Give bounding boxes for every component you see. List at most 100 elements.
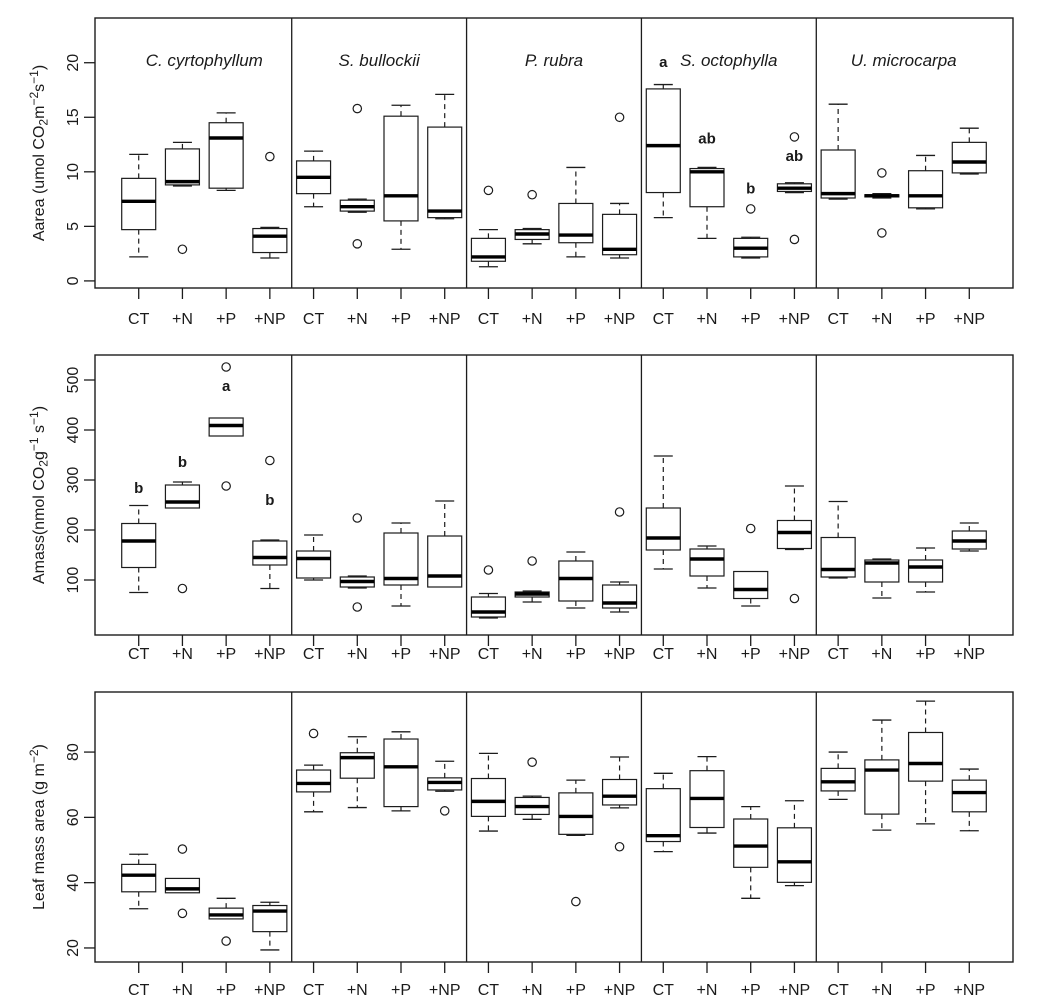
iqr-box bbox=[645, 507, 681, 551]
iqr-box bbox=[951, 779, 987, 813]
boxplot-amass-P-rubra-CT bbox=[470, 565, 507, 619]
panel-aarea-boxplot: 0 5 10 15 20 Aarea (umol CO2m−2s−1) C. cyrtoph… bbox=[27, 17, 1014, 328]
y-tick-label: 40 bbox=[65, 874, 82, 892]
x-tick-label: CT bbox=[128, 311, 150, 328]
x-tick-label: +N bbox=[522, 646, 543, 663]
boxplot-amass-C-cyrtophyllum-+N: b bbox=[164, 454, 201, 594]
y-tick-label: 0 bbox=[65, 276, 82, 285]
iqr-box bbox=[252, 227, 288, 254]
outlier-point bbox=[483, 565, 494, 575]
outlier-point bbox=[789, 234, 800, 245]
iqr-box bbox=[689, 167, 725, 208]
iqr-box bbox=[383, 115, 419, 222]
outlier-point bbox=[789, 132, 800, 142]
outlier-point bbox=[177, 583, 188, 594]
iqr-box bbox=[558, 202, 594, 244]
boxplot-aarea-U-microcarpa-CT bbox=[820, 103, 856, 200]
boxplot-amass-U-microcarpa-+N bbox=[864, 558, 900, 599]
significance-letter: a bbox=[222, 378, 231, 395]
x-tick-label: +P bbox=[566, 982, 586, 999]
y-tick-label: 10 bbox=[65, 163, 82, 181]
boxplot-aarea-P-rubra-+P bbox=[558, 166, 594, 258]
x-tick-label: +P bbox=[741, 646, 761, 663]
x-tick-label: +P bbox=[566, 311, 586, 328]
panel-leaf-mass-area-boxplot: 20 40 60 80 Leaf mass area (g m−2) CT +N +P +NP C… bbox=[27, 691, 1014, 999]
outlier-point bbox=[177, 844, 188, 854]
x-tick-label: +P bbox=[916, 311, 936, 328]
x-tick-label: +NP bbox=[779, 646, 811, 663]
x-tick-label: +P bbox=[216, 311, 236, 328]
iqr-box bbox=[820, 149, 856, 199]
x-tick-label: +P bbox=[741, 311, 761, 328]
plot-border bbox=[94, 17, 1014, 289]
iqr-box bbox=[427, 126, 463, 219]
boxplot-aarea-S-bullockii-CT bbox=[295, 150, 332, 208]
outlier-point bbox=[877, 228, 887, 238]
boxplot-lma-C-cyrtophyllum-CT bbox=[121, 853, 157, 910]
iqr-box bbox=[645, 88, 681, 194]
y-tick-label: 300 bbox=[65, 467, 82, 494]
iqr-box bbox=[645, 788, 681, 843]
x-tick-label: CT bbox=[653, 982, 675, 999]
boxplot-lma-C-cyrtophyllum-+P bbox=[208, 897, 244, 946]
x-tick-label: +N bbox=[172, 646, 193, 663]
significance-letter: ab bbox=[786, 148, 804, 165]
species-title: P. rubra bbox=[525, 51, 583, 70]
species-title: S. octophylla bbox=[680, 51, 777, 70]
y-tick-label: 100 bbox=[65, 567, 82, 594]
significance-letter: a bbox=[659, 54, 668, 71]
x-tick-label: +P bbox=[916, 982, 936, 999]
species-title: S. bullockii bbox=[339, 51, 421, 70]
y-tick-label: 15 bbox=[65, 108, 82, 126]
outlier-point bbox=[614, 841, 625, 852]
x-tick-label: +N bbox=[871, 982, 892, 999]
boxplot-aarea-P-rubra-+N bbox=[514, 189, 550, 245]
outlier-point bbox=[265, 455, 275, 466]
x-tick-label: +N bbox=[697, 646, 718, 663]
iqr-box bbox=[164, 877, 201, 894]
significance-letter: b bbox=[178, 454, 187, 471]
boxplot-lma-C-cyrtophyllum-+N bbox=[164, 844, 201, 919]
boxplot-amass-S-octophylla-+NP bbox=[776, 485, 813, 604]
x-tick-label: +P bbox=[216, 646, 236, 663]
outlier-point bbox=[614, 112, 625, 123]
y-tick-label: 5 bbox=[65, 222, 82, 231]
iqr-box bbox=[470, 596, 507, 618]
boxplot-lma-S-octophylla-CT bbox=[645, 772, 681, 853]
y-axis-label: Amass(nmol CO2g−1 s−1) bbox=[27, 406, 51, 584]
x-tick-label: CT bbox=[303, 982, 325, 999]
x-tick-label: +NP bbox=[604, 646, 636, 663]
significance-letter: b bbox=[134, 480, 143, 497]
iqr-box bbox=[776, 827, 813, 883]
x-tick-label: +NP bbox=[429, 311, 461, 328]
y-tick-label: 80 bbox=[65, 743, 82, 761]
boxplot-aarea-C-cyrtophyllum-+N bbox=[164, 141, 201, 255]
x-tick-label: +NP bbox=[604, 982, 636, 999]
iqr-box bbox=[295, 550, 332, 579]
outlier-point bbox=[265, 151, 275, 162]
x-tick-label: +P bbox=[566, 646, 586, 663]
x-tick-label: CT bbox=[478, 646, 500, 663]
outlier-point bbox=[221, 481, 231, 491]
boxplot-amass-P-rubra-+N bbox=[514, 556, 550, 603]
boxplot-lma-U-microcarpa-+P bbox=[907, 700, 944, 825]
x-tick-label: +P bbox=[916, 646, 936, 663]
y-tick-label: 20 bbox=[65, 939, 82, 957]
x-tick-label: +NP bbox=[953, 646, 985, 663]
boxplot-amass-C-cyrtophyllum-CT: b bbox=[121, 480, 157, 594]
y-axis-label: Aarea (umol CO2m−2s−1) bbox=[27, 65, 51, 241]
y-tick-label: 60 bbox=[65, 808, 82, 826]
boxplot-amass-P-rubra-+NP bbox=[601, 507, 638, 613]
iqr-box bbox=[208, 122, 244, 189]
species-title: C. cyrtophyllum bbox=[146, 51, 263, 70]
boxplot-amass-S-bullockii-+NP bbox=[427, 500, 463, 588]
boxplot-aarea-S-octophylla-+NP: ab bbox=[776, 132, 813, 245]
x-tick-label: +N bbox=[522, 982, 543, 999]
iqr-box bbox=[907, 170, 944, 209]
iqr-box bbox=[951, 141, 987, 174]
y-tick-label: 200 bbox=[65, 517, 82, 544]
x-tick-label: CT bbox=[478, 311, 500, 328]
boxplot-aarea-U-microcarpa-+P bbox=[907, 154, 944, 210]
outlier-point bbox=[352, 239, 363, 249]
iqr-box bbox=[470, 777, 507, 817]
